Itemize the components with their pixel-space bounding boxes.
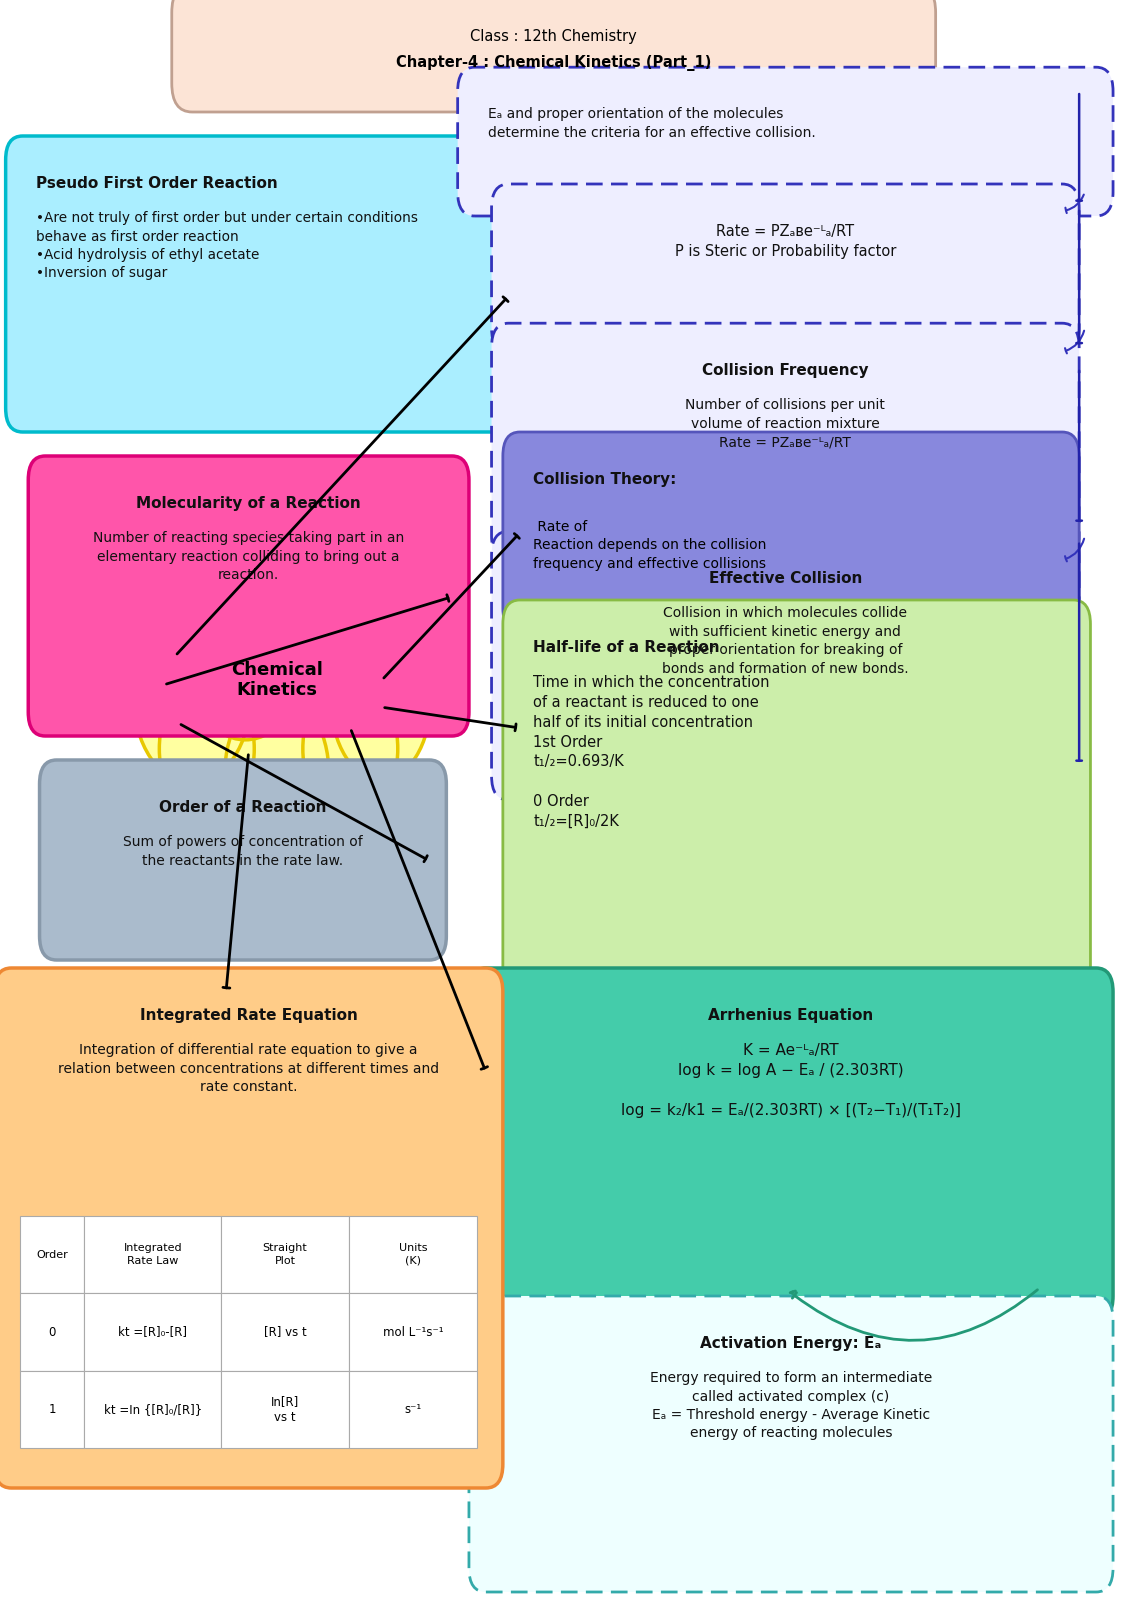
- FancyBboxPatch shape: [458, 67, 1113, 216]
- Ellipse shape: [133, 608, 251, 784]
- Text: Collision Frequency: Collision Frequency: [702, 363, 869, 378]
- FancyBboxPatch shape: [221, 1371, 349, 1448]
- FancyBboxPatch shape: [221, 1293, 349, 1371]
- Text: kt =[R]₀-[R]: kt =[R]₀-[R]: [119, 1325, 188, 1339]
- FancyBboxPatch shape: [503, 600, 1090, 992]
- Text: Time in which the concentration
of a reactant is reduced to one
half of its init: Time in which the concentration of a rea…: [533, 675, 770, 829]
- FancyBboxPatch shape: [85, 1216, 221, 1293]
- Text: Eₐ and proper orientation of the molecules
determine the criteria for an effecti: Eₐ and proper orientation of the molecul…: [488, 107, 816, 139]
- Text: Straight
Plot: Straight Plot: [263, 1243, 307, 1266]
- FancyBboxPatch shape: [6, 136, 525, 432]
- FancyBboxPatch shape: [469, 968, 1113, 1320]
- Text: Collision Theory:: Collision Theory:: [533, 472, 677, 486]
- FancyBboxPatch shape: [469, 1296, 1113, 1592]
- Text: K = Ae⁻ᴸₐ/RT
log k = log A − Eₐ / (2.303RT)

log = k₂/k1 = Eₐ/(2.303RT) × [(T₂−T: K = Ae⁻ᴸₐ/RT log k = log A − Eₐ / (2.303…: [622, 1043, 960, 1117]
- Text: Units
(K): Units (K): [399, 1243, 427, 1266]
- Text: Arrhenius Equation: Arrhenius Equation: [709, 1008, 873, 1022]
- Text: Effective Collision: Effective Collision: [709, 571, 862, 586]
- Text: Energy required to form an intermediate
called activated complex (c)
Eₐ = Thresh: Energy required to form an intermediate …: [650, 1371, 932, 1440]
- Ellipse shape: [243, 528, 360, 704]
- FancyBboxPatch shape: [20, 1216, 85, 1293]
- Text: 1: 1: [49, 1403, 56, 1416]
- Text: Integration of differential rate equation to give a
relation between concentrati: Integration of differential rate equatio…: [58, 1043, 440, 1094]
- Text: mol L⁻¹s⁻¹: mol L⁻¹s⁻¹: [383, 1325, 443, 1339]
- FancyBboxPatch shape: [20, 1371, 85, 1448]
- Text: Molecularity of a Reaction: Molecularity of a Reaction: [137, 496, 360, 510]
- FancyBboxPatch shape: [40, 760, 446, 960]
- FancyBboxPatch shape: [503, 432, 1079, 632]
- Ellipse shape: [331, 622, 431, 779]
- Text: Class : 12th Chemistry: Class : 12th Chemistry: [470, 29, 637, 43]
- FancyBboxPatch shape: [349, 1216, 477, 1293]
- Text: 0: 0: [49, 1325, 56, 1339]
- Text: Rate of
Reaction depends on the collision
frequency and effective collisions: Rate of Reaction depends on the collisio…: [533, 520, 767, 571]
- Text: Chemical
Kinetics: Chemical Kinetics: [231, 661, 323, 699]
- Text: kt =In {[R]₀/[R]}: kt =In {[R]₀/[R]}: [104, 1403, 202, 1416]
- FancyBboxPatch shape: [28, 456, 469, 736]
- FancyBboxPatch shape: [492, 531, 1079, 800]
- Text: Half-life of a Reaction: Half-life of a Reaction: [533, 640, 720, 654]
- Text: •Are not truly of first order but under certain conditions
behave as first order: •Are not truly of first order but under …: [36, 211, 418, 280]
- Text: [R] vs t: [R] vs t: [263, 1325, 306, 1339]
- Text: Order: Order: [36, 1250, 68, 1259]
- Text: Integrated Rate Equation: Integrated Rate Equation: [140, 1008, 357, 1022]
- Text: Number of collisions per unit
volume of reaction mixture
Rate = PZₐвe⁻ᴸₐ/RT: Number of collisions per unit volume of …: [686, 398, 885, 450]
- Ellipse shape: [180, 541, 311, 739]
- Text: In[R]
vs t: In[R] vs t: [271, 1395, 299, 1424]
- FancyBboxPatch shape: [492, 184, 1079, 352]
- Text: Number of reacting species taking part in an
elementary reaction colliding to br: Number of reacting species taking part i…: [93, 531, 405, 582]
- FancyBboxPatch shape: [20, 1293, 85, 1371]
- FancyBboxPatch shape: [85, 1293, 221, 1371]
- Ellipse shape: [303, 674, 398, 824]
- Text: Sum of powers of concentration of
the reactants in the rate law.: Sum of powers of concentration of the re…: [123, 835, 363, 867]
- FancyBboxPatch shape: [85, 1371, 221, 1448]
- FancyBboxPatch shape: [172, 0, 936, 112]
- Text: s⁻¹: s⁻¹: [405, 1403, 421, 1416]
- FancyBboxPatch shape: [221, 1216, 349, 1293]
- Ellipse shape: [159, 674, 254, 824]
- Text: Rate = PZₐвe⁻ᴸₐ/RT
P is Steric or Probability factor: Rate = PZₐвe⁻ᴸₐ/RT P is Steric or Probab…: [675, 224, 896, 259]
- FancyBboxPatch shape: [349, 1371, 477, 1448]
- FancyBboxPatch shape: [492, 323, 1079, 560]
- Ellipse shape: [225, 694, 329, 851]
- Ellipse shape: [304, 565, 412, 731]
- FancyBboxPatch shape: [349, 1293, 477, 1371]
- Text: Chapter-4 : Chemical Kinetics (Part_1): Chapter-4 : Chemical Kinetics (Part_1): [396, 56, 712, 72]
- FancyBboxPatch shape: [0, 968, 503, 1488]
- Text: Pseudo First Order Reaction: Pseudo First Order Reaction: [36, 176, 278, 190]
- Text: Order of a Reaction: Order of a Reaction: [159, 800, 327, 814]
- Text: Collision in which molecules collide
with sufficient kinetic energy and
proper o: Collision in which molecules collide wit…: [662, 606, 909, 675]
- Text: Integrated
Rate Law: Integrated Rate Law: [123, 1243, 182, 1266]
- Text: Activation Energy: Eₐ: Activation Energy: Eₐ: [701, 1336, 881, 1350]
